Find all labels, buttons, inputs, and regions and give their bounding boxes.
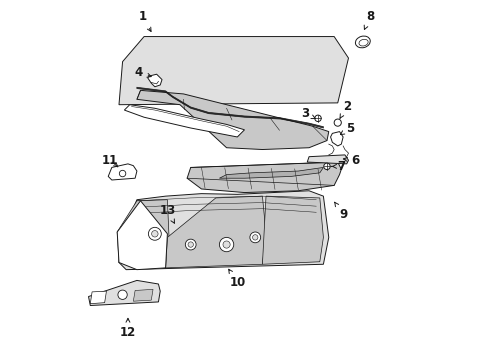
Circle shape [187,242,193,247]
Polygon shape [306,155,348,164]
Polygon shape [124,105,244,137]
Circle shape [252,235,258,240]
Text: 7: 7 [331,160,345,173]
Text: 12: 12 [120,318,136,339]
Circle shape [314,115,321,122]
Circle shape [323,163,329,170]
Ellipse shape [358,39,367,46]
Circle shape [333,119,341,126]
Circle shape [185,239,196,250]
Circle shape [219,237,233,252]
Polygon shape [165,196,265,268]
Polygon shape [88,280,160,306]
Circle shape [148,227,161,240]
Text: 3: 3 [301,107,315,120]
Polygon shape [262,196,323,264]
Text: 6: 6 [343,154,359,167]
Polygon shape [147,74,162,87]
Polygon shape [133,289,153,301]
Text: 2: 2 [339,100,350,118]
Text: 4: 4 [134,66,151,79]
Text: 5: 5 [340,122,354,135]
Circle shape [118,290,127,300]
Circle shape [151,230,158,237]
Circle shape [119,170,125,177]
Text: 11: 11 [102,154,118,167]
Polygon shape [330,132,343,146]
Text: 8: 8 [364,10,373,30]
Polygon shape [108,164,137,180]
Text: 1: 1 [138,10,151,31]
Polygon shape [137,90,328,149]
Text: 9: 9 [334,202,346,221]
Polygon shape [219,167,323,178]
Text: 10: 10 [228,269,245,289]
Ellipse shape [355,36,369,48]
Circle shape [249,232,260,243]
Polygon shape [119,37,348,105]
Polygon shape [117,200,169,268]
Text: 13: 13 [159,204,175,223]
Polygon shape [117,201,167,270]
Circle shape [223,241,230,248]
Polygon shape [90,291,106,304]
Polygon shape [119,191,328,270]
Polygon shape [187,162,341,193]
